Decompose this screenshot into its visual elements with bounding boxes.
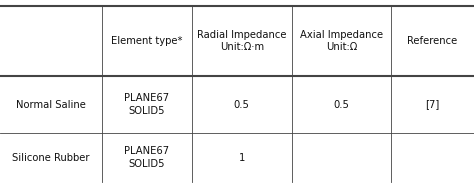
Text: PLANE67
SOLID5: PLANE67 SOLID5 — [124, 146, 170, 169]
Text: 0.5: 0.5 — [234, 100, 250, 109]
Text: Radial Impedance
Unit:Ω·m: Radial Impedance Unit:Ω·m — [197, 30, 286, 52]
Text: 0.5: 0.5 — [333, 100, 349, 109]
Text: [7]: [7] — [425, 100, 440, 109]
Text: Axial Impedance
Unit:Ω: Axial Impedance Unit:Ω — [300, 30, 383, 52]
Text: Silicone Rubber: Silicone Rubber — [12, 153, 90, 163]
Text: Element type*: Element type* — [111, 36, 182, 46]
Text: PLANE67
SOLID5: PLANE67 SOLID5 — [124, 93, 170, 116]
Text: Reference: Reference — [407, 36, 458, 46]
Text: 1: 1 — [238, 153, 245, 163]
Text: Normal Saline: Normal Saline — [16, 100, 86, 109]
